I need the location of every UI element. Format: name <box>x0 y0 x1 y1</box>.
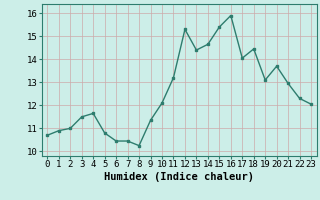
X-axis label: Humidex (Indice chaleur): Humidex (Indice chaleur) <box>104 172 254 182</box>
